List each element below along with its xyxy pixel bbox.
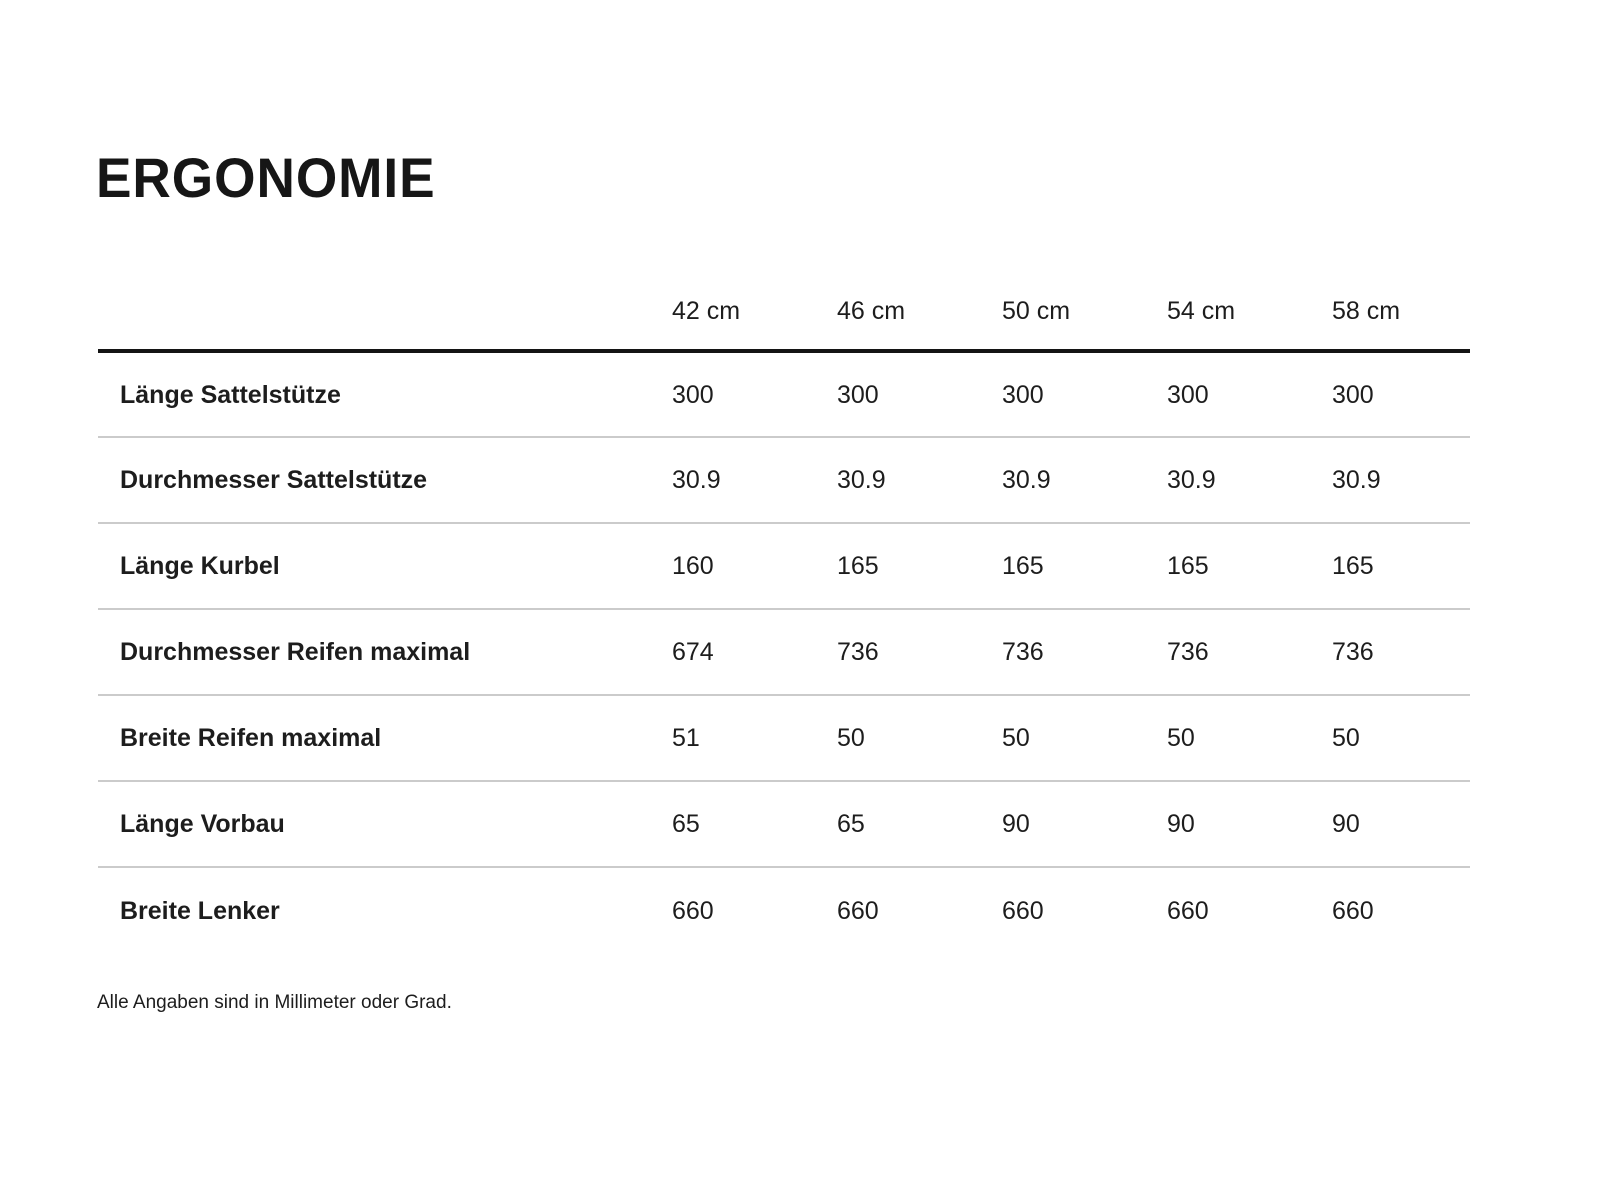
- table-header-row: 42 cm 46 cm 50 cm 54 cm 58 cm: [98, 272, 1470, 353]
- table-cell: 300: [1332, 380, 1374, 409]
- units-footnote: Alle Angaben sind in Millimeter oder Gra…: [97, 992, 452, 1013]
- column-header-54cm: 54 cm: [1167, 272, 1332, 353]
- table-cell: 300: [1167, 380, 1209, 409]
- column-header-50cm: 50 cm: [1002, 272, 1167, 353]
- table-row-breite-lenker: Breite Lenker 660 660 660 660 660: [98, 866, 1470, 953]
- column-header-58cm: 58 cm: [1332, 272, 1470, 353]
- table-cell: 660: [837, 866, 1002, 953]
- row-label: Länge Kurbel: [98, 522, 672, 609]
- table-header-empty-cell: [98, 272, 672, 353]
- table-cell: 736: [1332, 608, 1470, 695]
- table-cell: 660: [1002, 866, 1167, 953]
- table-cell: 90: [1167, 780, 1332, 867]
- table-cell: 660: [672, 866, 837, 953]
- table-cell: 90: [1002, 780, 1167, 867]
- table-cell: 50: [837, 694, 1002, 781]
- column-header-42cm: 42 cm: [672, 272, 837, 353]
- table-cell: 30.9: [1002, 436, 1167, 523]
- table-cell: 300: [1002, 380, 1044, 409]
- row-label: Länge Sattelstütze: [120, 380, 341, 409]
- row-label: Breite Lenker: [98, 866, 672, 953]
- table-cell: 736: [1167, 608, 1332, 695]
- row-label: Durchmesser Reifen maximal: [98, 608, 672, 695]
- table-cell: 90: [1332, 780, 1470, 867]
- table-cell: 30.9: [1167, 436, 1332, 523]
- table-row-laenge-kurbel: Länge Kurbel 160 165 165 165 165: [98, 522, 1470, 609]
- table-row-laenge-vorbau: Länge Vorbau 65 65 90 90 90: [98, 780, 1470, 867]
- table-cell: 51: [672, 694, 837, 781]
- table-cell: 50: [1002, 694, 1167, 781]
- table-cell: 65: [837, 780, 1002, 867]
- table-cell: 50: [1167, 694, 1332, 781]
- ergonomics-table: 42 cm 46 cm 50 cm 54 cm 58 cm Länge Satt…: [98, 272, 1470, 953]
- table-cell: 30.9: [1332, 436, 1470, 523]
- table-cell: 300: [837, 380, 879, 409]
- table-cell: 65: [672, 780, 837, 867]
- table-cell: 30.9: [837, 436, 1002, 523]
- table-cell: 165: [1002, 522, 1167, 609]
- table-cell: 736: [1002, 608, 1167, 695]
- column-header-46cm: 46 cm: [837, 272, 1002, 353]
- table-row-laenge-sattelstuetze: Länge Sattelstütze 300 300 300 300 300: [98, 351, 1470, 437]
- table-cell: 674: [672, 608, 837, 695]
- table-cell: 165: [837, 522, 1002, 609]
- table-cell: 736: [837, 608, 1002, 695]
- row-label: Länge Vorbau: [98, 780, 672, 867]
- table-row-breite-reifen-maximal: Breite Reifen maximal 51 50 50 50 50: [98, 694, 1470, 781]
- table-cell: 30.9: [672, 436, 837, 523]
- table-row-durchmesser-reifen-maximal: Durchmesser Reifen maximal 674 736 736 7…: [98, 608, 1470, 695]
- table-cell: 660: [1332, 866, 1470, 953]
- table-cell: 50: [1332, 694, 1470, 781]
- row-label: Durchmesser Sattelstütze: [98, 436, 672, 523]
- table-row-durchmesser-sattelstuetze: Durchmesser Sattelstütze 30.9 30.9 30.9 …: [98, 436, 1470, 523]
- table-cell: 165: [1167, 522, 1332, 609]
- table-cell: 300: [672, 380, 714, 409]
- page-title: ERGONOMIE: [96, 146, 436, 209]
- row-label: Breite Reifen maximal: [98, 694, 672, 781]
- table-cell: 160: [672, 522, 837, 609]
- table-cell: 165: [1332, 522, 1470, 609]
- table-cell: 660: [1167, 866, 1332, 953]
